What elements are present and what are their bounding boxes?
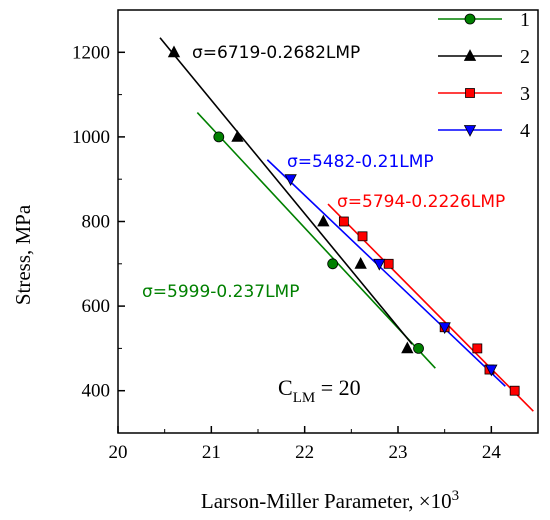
fit-equation-series-4: σ=5482-0.21LMP [287, 152, 434, 172]
x-tick-label: 20 [109, 442, 128, 463]
legend-marker [464, 13, 476, 25]
point-series-1 [327, 258, 339, 270]
legend-marker [463, 125, 477, 137]
point-series-3 [338, 216, 349, 227]
legend-label: 4 [520, 120, 530, 142]
point-series-2 [167, 45, 181, 58]
y-tick-label: 1200 [72, 42, 110, 63]
y-axis-title: Stress, MPa [11, 204, 35, 305]
fit-line-series-1 [196, 112, 436, 369]
x-tick-label: 24 [482, 442, 502, 463]
legend-item-4: 4 [438, 120, 530, 142]
fit-line-series-2 [159, 37, 413, 345]
point-series-4 [373, 258, 386, 271]
y-tick-label: 600 [82, 296, 111, 317]
x-axis-title: Larson-Miller Parameter, ×103 [201, 488, 459, 513]
fit-equation-series-1: σ=5999-0.237LMP [142, 282, 299, 302]
point-series-4 [485, 364, 498, 377]
legend-label: 3 [520, 83, 530, 105]
fit-line-series-4 [266, 159, 506, 387]
point-series-2 [317, 214, 330, 227]
point-series-1 [213, 131, 225, 143]
data-points [167, 45, 520, 396]
legend-marker [463, 49, 477, 61]
fit-equations: σ=5999-0.237LMP σ=6719-0.2682LMP σ=5794-0.… [142, 43, 505, 302]
legend-item-3: 3 [438, 83, 530, 105]
point-series-3 [509, 385, 520, 396]
point-series-4 [284, 174, 297, 187]
point-series-3 [472, 343, 483, 354]
fit-equation-series-3: σ=5794-0.2226LMP [337, 192, 505, 212]
x-tick-label: 21 [202, 442, 221, 463]
point-series-2 [231, 130, 244, 142]
point-series-3 [357, 231, 368, 242]
plot-frame [117, 9, 539, 434]
legend-label: 2 [520, 46, 530, 68]
point-series-2 [401, 341, 414, 354]
point-series-2 [354, 256, 367, 269]
x-tick-label: 22 [295, 442, 314, 463]
y-tick-label: 1000 [72, 127, 110, 148]
constant-label: CLM = 20 [278, 375, 361, 406]
legend: 1 2 3 4 [438, 9, 530, 142]
point-series-1 [413, 342, 424, 354]
legend-item-1: 1 [438, 9, 530, 31]
legend-item-2: 2 [438, 46, 530, 68]
point-series-4 [438, 322, 451, 335]
x-tick-label: 23 [389, 442, 408, 463]
legend-marker [465, 88, 475, 98]
y-tick-label: 800 [82, 212, 111, 233]
point-series-3 [383, 258, 394, 269]
legend-label: 1 [520, 9, 530, 31]
fit-equation-series-2: σ=6719-0.2682LMP [192, 43, 360, 63]
y-tick-label: 400 [82, 381, 111, 402]
